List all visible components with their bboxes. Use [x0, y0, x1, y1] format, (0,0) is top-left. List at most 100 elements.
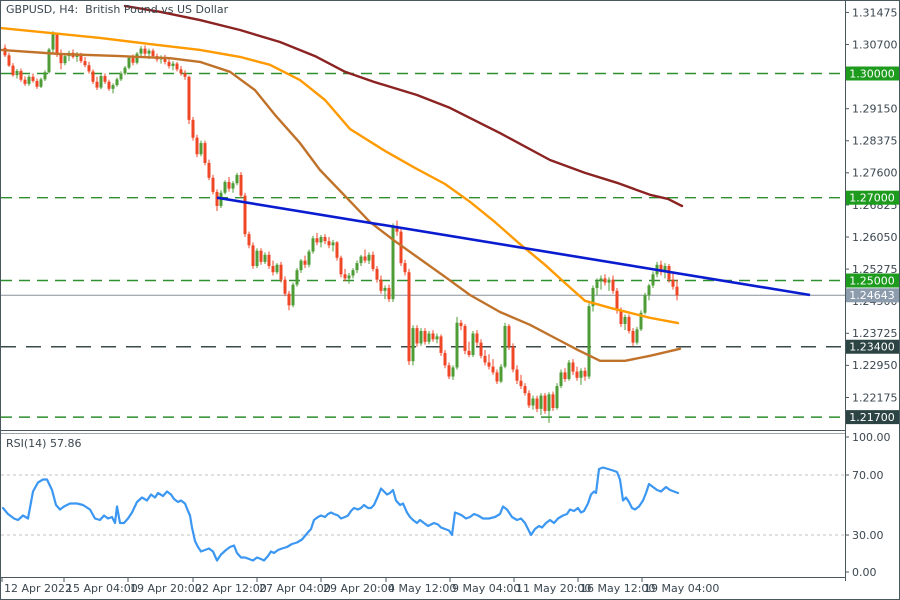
candle-body [175, 63, 179, 70]
candle-body [551, 394, 555, 409]
candle-body [147, 50, 151, 54]
candle-body [19, 71, 23, 80]
rsi-pane[interactable] [1, 466, 845, 562]
rsi-tick-label: 30.00 [852, 529, 884, 542]
time-tick-label: 27 Apr 04:00 [259, 582, 331, 595]
candle-body [303, 260, 307, 265]
candle-body [363, 256, 367, 261]
rsi-tick-label: 0.00 [852, 566, 877, 579]
level-dark-box-label: 1.21700 [849, 411, 895, 424]
candle-body [619, 310, 623, 324]
candle-body [327, 241, 331, 246]
candle-body [171, 63, 175, 67]
candle-body [99, 75, 103, 88]
candle-body [543, 395, 547, 411]
ma-fast-line[interactable] [0, 48, 682, 362]
candle-body [111, 85, 115, 89]
candle-body [455, 322, 459, 368]
candle-body [123, 67, 127, 74]
level-green-box [846, 190, 899, 205]
candle-body [235, 174, 239, 184]
candle-body [575, 371, 579, 378]
level-dark-box [846, 339, 899, 354]
candle-body [431, 333, 435, 340]
candle-body [399, 231, 403, 264]
candle-body [315, 238, 319, 243]
candle-body [139, 48, 143, 54]
candle-body [255, 250, 259, 267]
support-resistance-lines[interactable] [1, 72, 845, 418]
candle-body [187, 76, 191, 120]
rsi-line[interactable] [1, 466, 680, 562]
price-tick-label: 1.25275 [852, 263, 898, 276]
candle-body [427, 333, 431, 342]
candle-body [119, 73, 123, 80]
candle-body [415, 328, 419, 344]
descending-trendline[interactable] [216, 196, 811, 297]
candle-body [503, 326, 507, 367]
price-tick-label: 1.27600 [852, 167, 898, 180]
candle-body [167, 61, 171, 67]
time-tick-label: 11 May 20:00 [516, 582, 591, 595]
candle-body [443, 352, 447, 366]
candle-body [331, 242, 335, 246]
candle-body [87, 65, 91, 72]
time-tick-label: 9 May 04:00 [452, 582, 520, 595]
candle-body [627, 316, 631, 332]
candle-body [559, 372, 563, 387]
candle-body [11, 65, 15, 76]
candle-body [295, 270, 299, 285]
candle-body [351, 270, 355, 276]
candle-body [435, 336, 439, 340]
price-tick-label: 1.31475 [852, 6, 898, 19]
price-tick-label: 1.30700 [852, 38, 898, 51]
candle-body [471, 333, 475, 356]
candle-body [275, 264, 279, 273]
candle-body [595, 281, 599, 288]
candle-body [515, 369, 519, 381]
main-price-pane[interactable] [0, 4, 845, 423]
candle-body [567, 362, 571, 380]
candle-body [291, 284, 295, 306]
candle-body [115, 79, 119, 86]
candle-body [23, 79, 27, 84]
candle-body [663, 266, 667, 273]
candle-body [379, 279, 383, 291]
candle-body [447, 365, 451, 377]
candle-body [251, 245, 255, 267]
candle-body [495, 372, 499, 382]
candle-body [367, 254, 371, 261]
level-dark-box [846, 410, 899, 425]
candle-body [287, 293, 291, 306]
rsi-tick-label: 70.00 [852, 469, 884, 482]
candle-body [335, 242, 339, 258]
ma-medium-line[interactable] [0, 26, 680, 325]
ma-slow-line[interactable] [123, 4, 684, 208]
candle-body [647, 285, 651, 295]
candle-body [499, 366, 503, 382]
candle-body [355, 263, 359, 271]
candle-body [243, 195, 247, 235]
candle-body [535, 398, 539, 409]
candle-body [603, 278, 607, 283]
time-tick-label: 12 Apr 2022 [4, 582, 72, 595]
candle-body [267, 254, 271, 267]
candle-body [539, 395, 543, 409]
candle-body [127, 57, 131, 68]
candle-body [95, 81, 99, 88]
candle-body [615, 290, 619, 311]
price-axis[interactable]: 1.314751.307001.299251.291501.283751.276… [845, 6, 899, 425]
candle-body [359, 256, 363, 264]
candle-body [659, 264, 663, 273]
candle-body [107, 81, 111, 89]
candle-body [191, 119, 195, 138]
level-green-box-label: 1.27000 [849, 192, 895, 205]
candle-body [199, 143, 203, 155]
candle-body [423, 331, 427, 342]
candle-body [391, 226, 395, 300]
level-dark-box-label: 1.23400 [849, 341, 895, 354]
candle-body [651, 274, 655, 286]
candle-body [623, 316, 627, 324]
